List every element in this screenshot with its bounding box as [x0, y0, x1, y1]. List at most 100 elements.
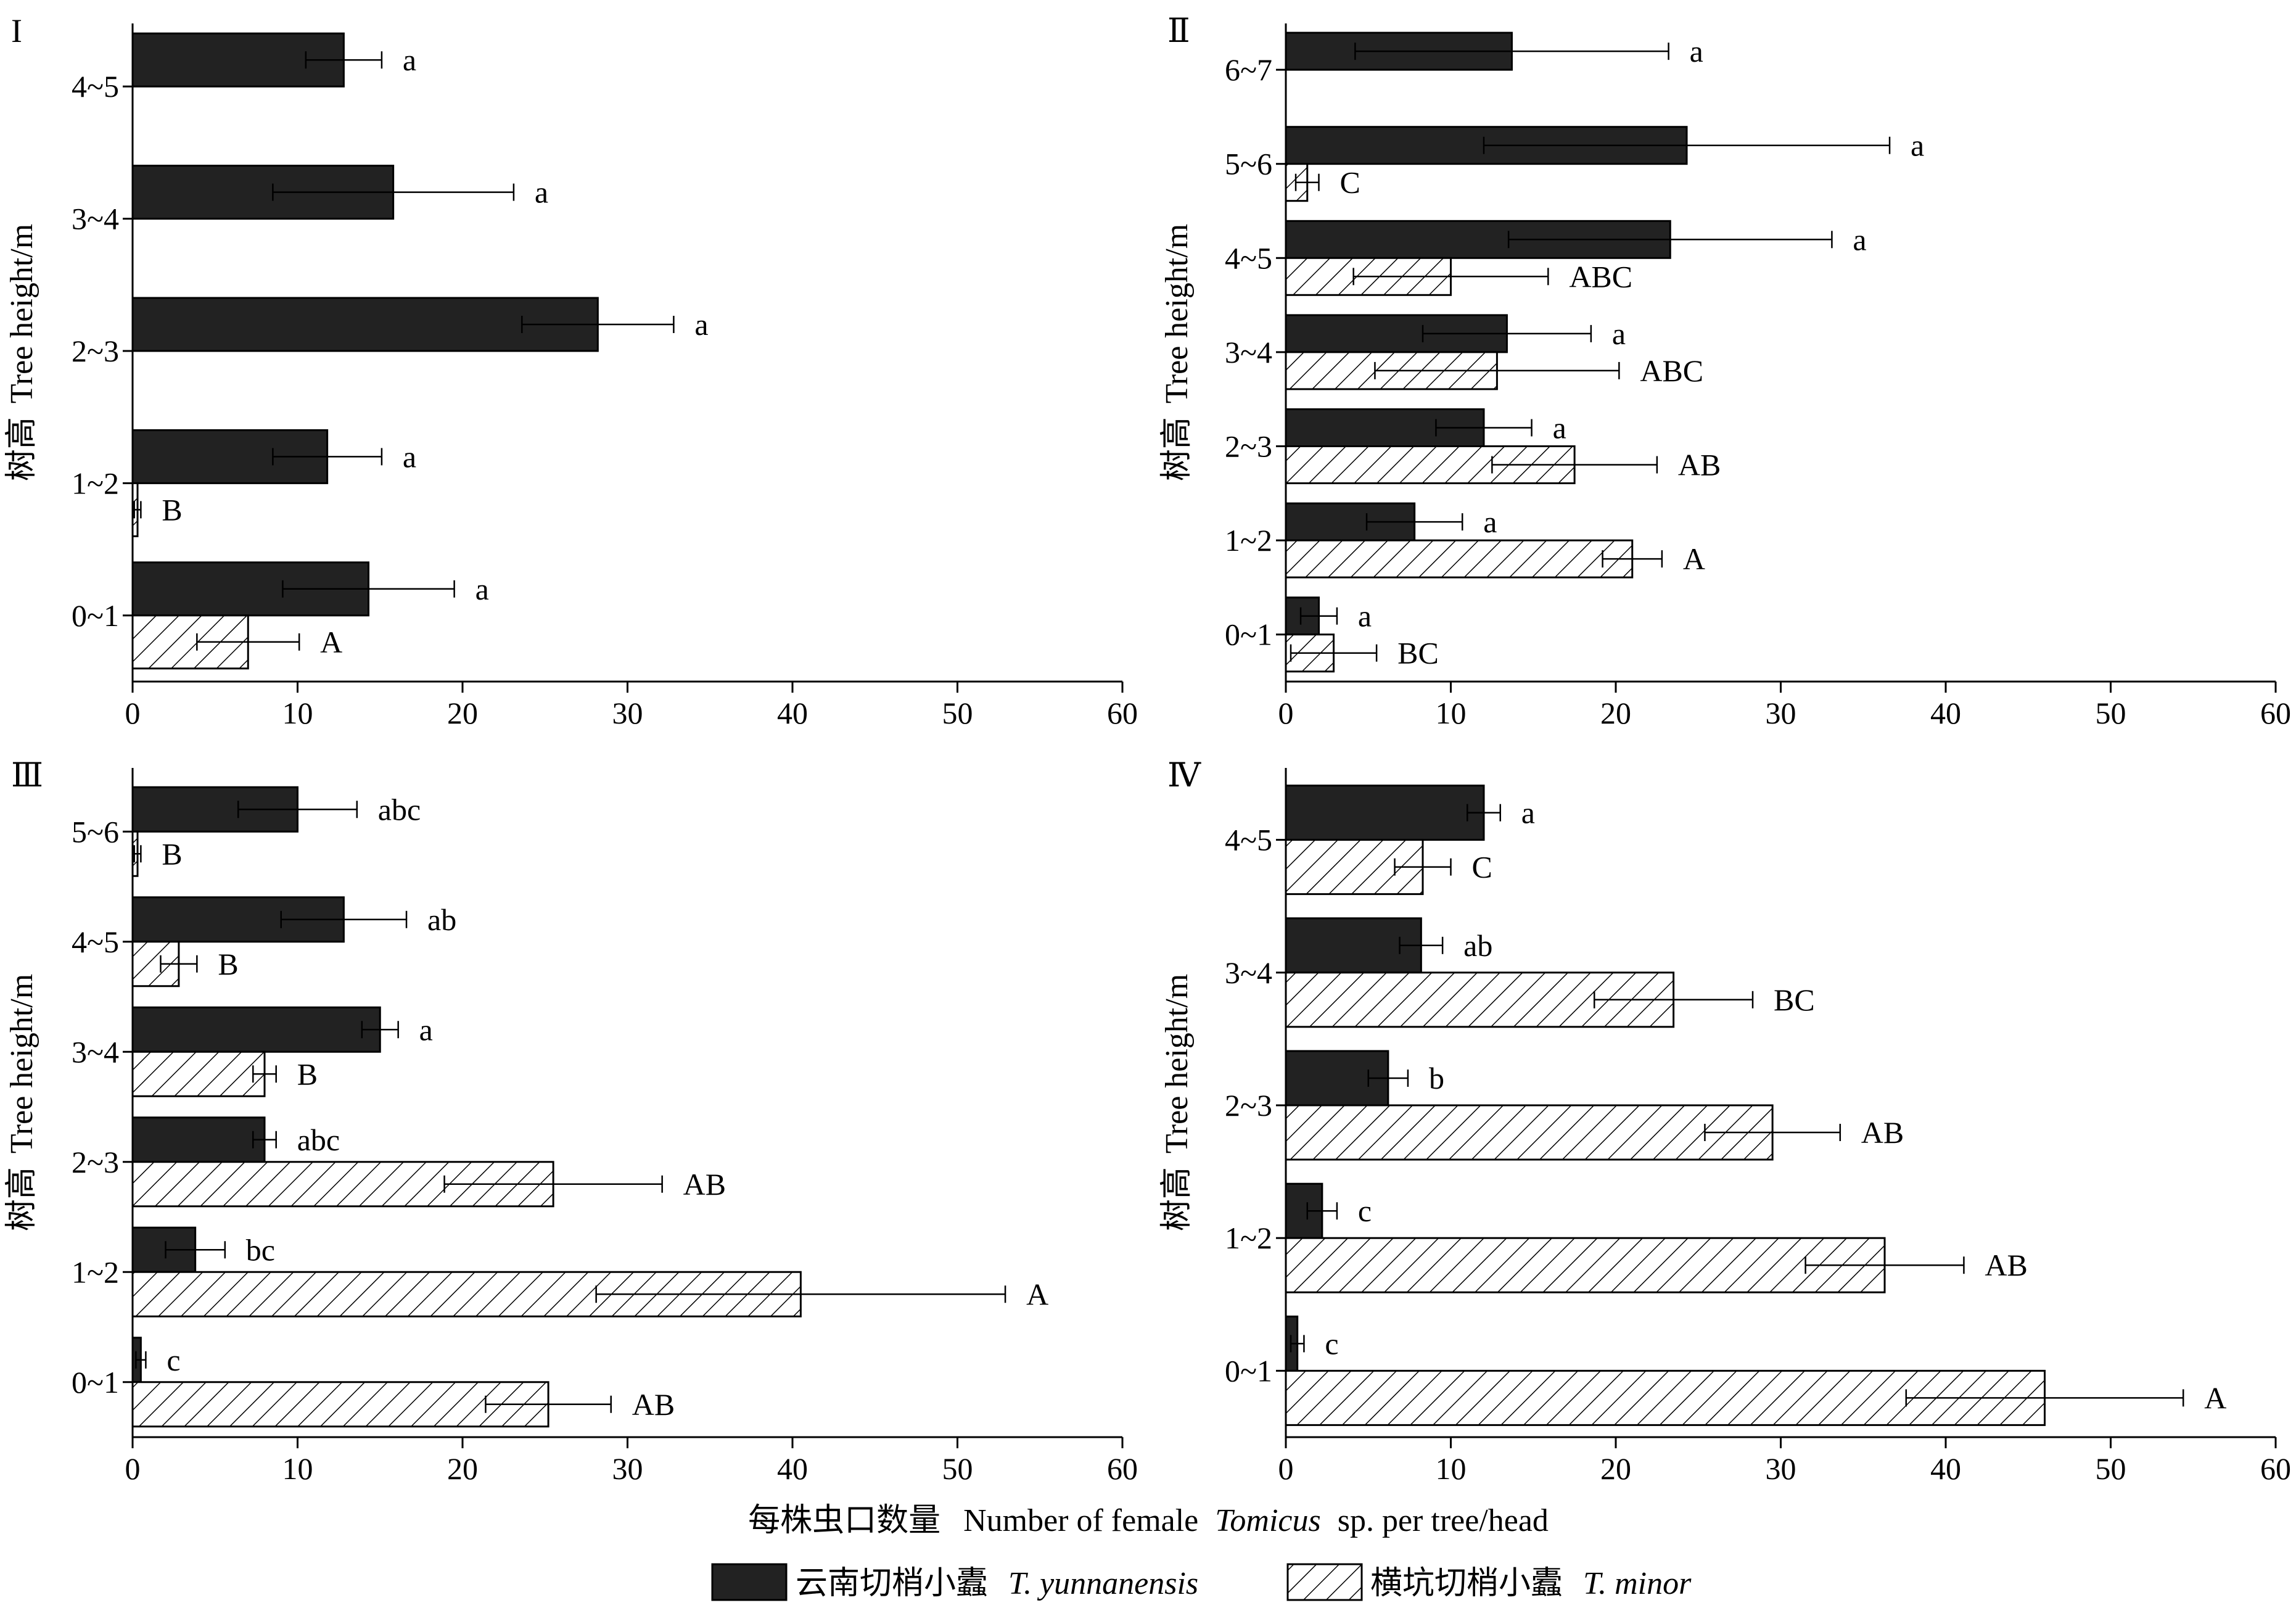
- significance-label: c: [1325, 1326, 1338, 1361]
- significance-label: a: [403, 43, 416, 77]
- bar-yunnanensis: [131, 297, 599, 352]
- bar-yunnanensis: [131, 1116, 266, 1163]
- y-axis-label: 树高 Tree height/m: [4, 974, 39, 1231]
- y-tick-label: 1~2: [72, 1255, 119, 1289]
- significance-label: A: [1026, 1277, 1048, 1311]
- significance-label: a: [694, 307, 708, 342]
- significance-label: c: [1358, 1194, 1372, 1228]
- y-axis-label-cn: 树高: [1159, 1167, 1195, 1231]
- y-tick-label: 2~3: [72, 1145, 119, 1179]
- legend-label-yunnanensis-cn: 云南切梢小蠹: [796, 1566, 988, 1601]
- y-tick-label: 3~4: [72, 1034, 119, 1069]
- panel-label: I: [11, 12, 22, 49]
- y-tick-label: 0~1: [72, 1365, 119, 1400]
- significance-label: AB: [683, 1167, 726, 1202]
- y-axis-label: 树高 Tree height/m: [1159, 974, 1195, 1231]
- y-axis-label-cn: 树高: [1159, 417, 1195, 481]
- significance-label: B: [297, 1057, 318, 1091]
- x-tick-label: 0: [125, 1451, 141, 1486]
- x-tick-label: 40: [1930, 696, 1961, 730]
- significance-label: AB: [632, 1387, 675, 1422]
- x-axis-label-en-post: sp. per tree/head: [1338, 1503, 1549, 1538]
- x-axis-label: 每株虫口数量 Number of female Tomicus sp. per …: [748, 1503, 1549, 1538]
- significance-label: a: [1483, 505, 1497, 539]
- y-axis-label-cn: 树高: [4, 1167, 39, 1231]
- x-tick-label: 20: [1600, 696, 1631, 730]
- y-axis-label-en: Tree height/m: [4, 974, 39, 1153]
- significance-label: AB: [1985, 1248, 2027, 1282]
- y-tick-label: 6~7: [1225, 52, 1272, 87]
- panel-label: Ⅲ: [11, 757, 43, 794]
- y-axis-label: 树高 Tree height/m: [1159, 224, 1195, 481]
- bar-minor: [131, 1050, 266, 1097]
- x-tick-label: 20: [1600, 1451, 1631, 1486]
- y-tick-label: 1~2: [1225, 1221, 1272, 1255]
- significance-label: c: [167, 1343, 180, 1377]
- y-tick-label: 3~4: [1225, 335, 1272, 369]
- legend-swatch-minor: [1286, 1563, 1363, 1601]
- y-tick-label: 4~5: [72, 925, 119, 959]
- x-tick-label: 60: [2260, 696, 2291, 730]
- significance-label: A: [1683, 542, 1705, 576]
- y-axis-label-cn: 树高: [4, 417, 39, 481]
- significance-label: bc: [246, 1232, 275, 1267]
- bar-minor: [1285, 1237, 1886, 1293]
- y-tick-label: 2~3: [1225, 1088, 1272, 1123]
- legend-label-minor: 横坑切梢小蠹 T. minor: [1370, 1566, 1692, 1601]
- x-axis-label-cn: 每株虫口数量: [748, 1503, 940, 1538]
- legend: 云南切梢小蠹 T. yunnanensis 横坑切梢小蠹 T. minor: [711, 1563, 1692, 1601]
- significance-label: a: [403, 439, 416, 474]
- x-tick-label: 60: [1107, 1451, 1138, 1486]
- panel-label: Ⅱ: [1167, 12, 1190, 49]
- chart-panel-4: Ⅳ 树高 Tree height/m 0 10 20 30 40 50 60 0~1 c A 1~2 c AB…: [1159, 757, 2291, 1486]
- y-tick-label: 4~5: [1225, 241, 1272, 275]
- x-tick-label: 0: [125, 696, 141, 730]
- significance-label: BC: [1397, 636, 1439, 670]
- significance-label: abc: [378, 792, 421, 827]
- bar-minor: [1285, 539, 1634, 579]
- significance-label: ab: [427, 902, 456, 937]
- significance-label: a: [1690, 34, 1703, 68]
- x-tick-label: 50: [942, 696, 973, 730]
- x-tick-label: 40: [1930, 1451, 1961, 1486]
- y-axis-label-en: Tree height/m: [4, 224, 39, 403]
- x-tick-label: 0: [1278, 1451, 1294, 1486]
- significance-label: a: [1521, 796, 1535, 830]
- x-tick-label: 50: [2096, 696, 2126, 730]
- y-tick-label: 5~6: [72, 814, 119, 849]
- chart-panel-1: I 树高 Tree height/m 0 10 20 30 40 50 60 0~1 a A 1~2 a B 2…: [4, 12, 1138, 730]
- significance-label: B: [162, 492, 182, 527]
- bar-minor: [131, 1381, 549, 1428]
- y-tick-label: 2~3: [1225, 429, 1272, 464]
- significance-label: a: [1358, 599, 1372, 633]
- x-tick-label: 30: [1766, 696, 1796, 730]
- significance-label: B: [162, 836, 182, 871]
- x-axis-label-en-pre: Number of female: [963, 1503, 1198, 1538]
- x-tick-label: 10: [1436, 696, 1467, 730]
- y-tick-label: 4~5: [72, 69, 119, 104]
- x-tick-label: 30: [1766, 1451, 1796, 1486]
- panel-label: Ⅳ: [1167, 757, 1201, 794]
- bar-minor: [1285, 839, 1424, 896]
- significance-label: a: [419, 1012, 433, 1047]
- x-tick-label: 40: [777, 696, 808, 730]
- significance-label: abc: [297, 1123, 340, 1157]
- x-tick-label: 10: [282, 1451, 313, 1486]
- x-tick-label: 30: [612, 696, 643, 730]
- significance-label: a: [1553, 411, 1566, 445]
- significance-label: A: [2204, 1380, 2226, 1415]
- significance-label: AB: [1678, 448, 1721, 482]
- significance-label: a: [475, 572, 489, 606]
- significance-label: a: [535, 175, 548, 210]
- legend-label-yunnanensis-en: T. yunnanensis: [1008, 1566, 1198, 1601]
- y-axis-label-en: Tree height/m: [1159, 974, 1195, 1153]
- y-tick-label: 1~2: [72, 466, 119, 500]
- y-axis-label-en: Tree height/m: [1159, 224, 1195, 403]
- panels-layer: I 树高 Tree height/m 0 10 20 30 40 50 60 0~1 a A 1~2 a B 2…: [4, 12, 2291, 1486]
- legend-label-minor-cn: 横坑切梢小蠹: [1370, 1566, 1563, 1601]
- x-tick-label: 50: [2096, 1451, 2126, 1486]
- y-tick-label: 3~4: [1225, 955, 1272, 990]
